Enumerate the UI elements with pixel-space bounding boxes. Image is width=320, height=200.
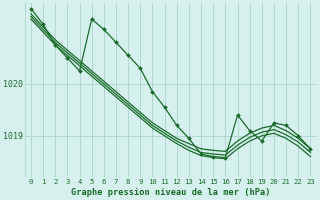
X-axis label: Graphe pression niveau de la mer (hPa): Graphe pression niveau de la mer (hPa) xyxy=(71,188,270,197)
